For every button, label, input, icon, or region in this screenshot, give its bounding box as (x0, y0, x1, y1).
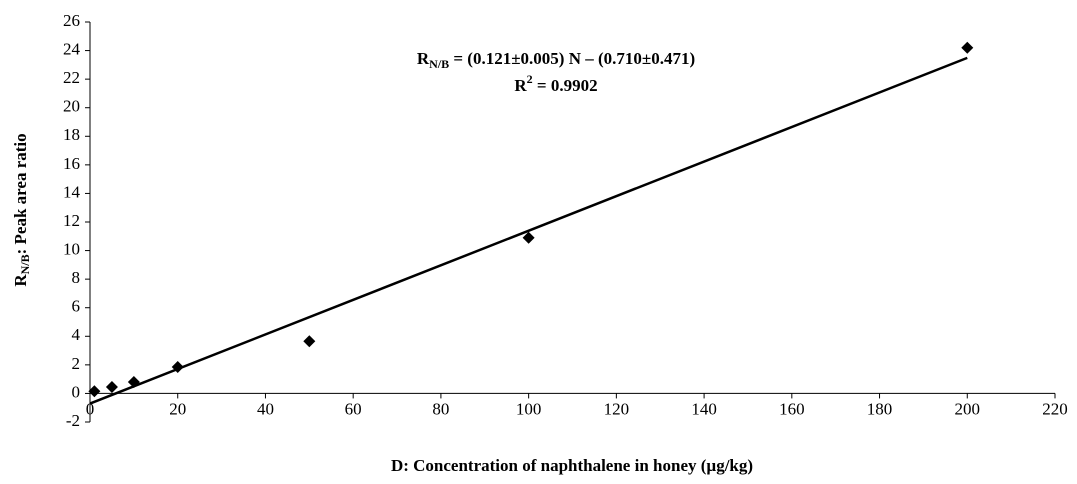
y-tick-label: 6 (72, 297, 81, 316)
y-tick-label: 20 (63, 97, 80, 116)
y-tick-label: -2 (66, 411, 80, 430)
equation: RN/B = (0.121±0.005) N – (0.710±0.471) (417, 49, 695, 71)
y-tick-label: 16 (63, 154, 80, 173)
x-tick-label: 60 (345, 399, 362, 418)
y-tick-label: 22 (63, 68, 80, 87)
x-tick-label: 40 (257, 399, 274, 418)
x-tick-label: 140 (691, 399, 717, 418)
equation-rest: = (0.121±0.005) N – (0.710±0.471) (449, 49, 695, 68)
y-tick-label: 0 (72, 382, 81, 401)
data-point (303, 335, 316, 348)
r-squared-sup: 2 (527, 72, 533, 86)
data-point (88, 385, 101, 398)
x-axis-title: D: Concentration of naphthalene in honey… (391, 456, 753, 475)
y-tick-label: 18 (63, 125, 80, 144)
y-tick-label: 10 (63, 239, 80, 258)
x-tick-label: 120 (604, 399, 630, 418)
x-tick-label: 200 (955, 399, 981, 418)
data-point (105, 381, 118, 393)
data-point (522, 231, 535, 244)
y-tick-label: 8 (72, 268, 81, 287)
data-point (961, 41, 974, 54)
x-tick-label: 0 (86, 399, 95, 418)
y-tick-label: 24 (63, 39, 81, 58)
r-squared-main: R (514, 76, 527, 95)
trendline (89, 56, 968, 405)
y-tick-label: 12 (63, 211, 80, 230)
y-tick-label: 14 (63, 182, 81, 201)
data-point (127, 376, 140, 388)
x-tick-label: 180 (867, 399, 893, 418)
x-tick-label: 80 (432, 399, 449, 418)
y-title-main: R (11, 274, 30, 287)
y-axis-title: RN/B: Peak area ratio (11, 133, 32, 286)
r-squared: R2 = 0.9902 (514, 72, 597, 95)
data-point (171, 361, 184, 373)
equation-main: R (417, 49, 430, 68)
r-squared-rest: = 0.9902 (533, 76, 598, 95)
y-tick-label: 26 (63, 11, 80, 30)
x-tick-label: 20 (169, 399, 186, 418)
x-tick-label: 100 (516, 399, 542, 418)
y-title-sub: N/B (18, 254, 32, 274)
y-title-rest: : Peak area ratio (11, 133, 30, 254)
y-tick-label: 4 (72, 325, 81, 344)
equation-sub: N/B (429, 57, 449, 71)
x-tick-label: 220 (1042, 399, 1068, 418)
y-tick-label: 2 (72, 354, 81, 373)
x-tick-label: 160 (779, 399, 805, 418)
